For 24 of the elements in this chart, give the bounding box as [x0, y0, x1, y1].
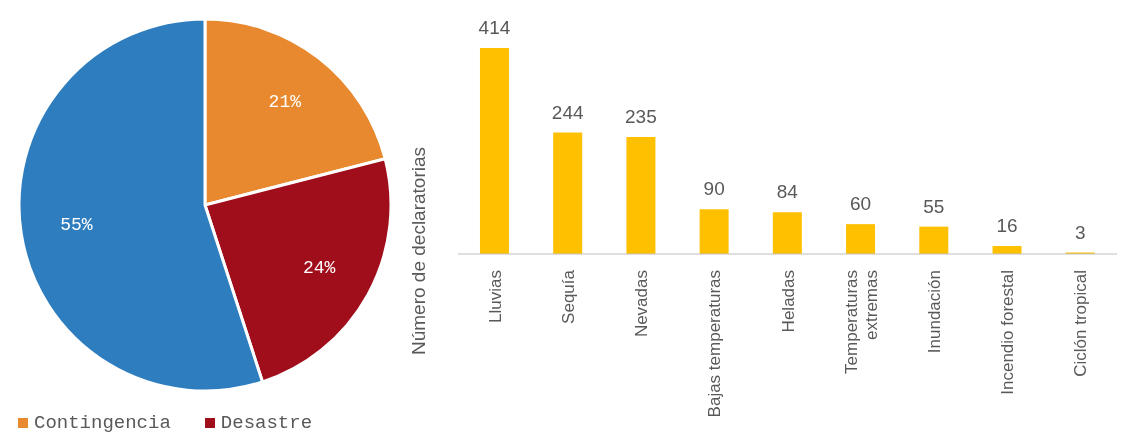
x-tick-label: Incendio forestal — [998, 270, 1018, 395]
x-tick-label: Bajas temperaturas — [705, 270, 725, 418]
legend-label: Desastre — [220, 412, 313, 434]
x-tick-label: Nevadas — [632, 270, 652, 338]
legend-label: Contingencia — [34, 412, 171, 434]
x-tick-label: Lluvias — [485, 270, 505, 323]
y-axis-title: Número de declaratorias — [407, 146, 429, 356]
data-label: 55% — [60, 215, 93, 236]
data-label: 90 — [703, 178, 725, 200]
data-label: 84 — [776, 181, 799, 203]
data-label: 414 — [478, 17, 511, 38]
data-label: 24% — [302, 257, 336, 278]
data-label: 244 — [551, 101, 584, 123]
x-tick-label: Sequía — [558, 269, 578, 324]
x-tick-label: Temperaturas extremas — [841, 270, 881, 374]
x-tick-label: Inundación — [924, 270, 944, 354]
data-label: 55 — [923, 195, 945, 217]
data-label: 3 — [1074, 221, 1086, 243]
data-label: 21% — [268, 92, 302, 113]
data-label: 235 — [625, 106, 657, 128]
x-tick-label: Ciclón tropical — [1071, 270, 1091, 377]
x-tick-label: Heladas — [778, 270, 798, 333]
data-label: 60 — [850, 193, 872, 215]
data-label: 16 — [996, 215, 1018, 237]
